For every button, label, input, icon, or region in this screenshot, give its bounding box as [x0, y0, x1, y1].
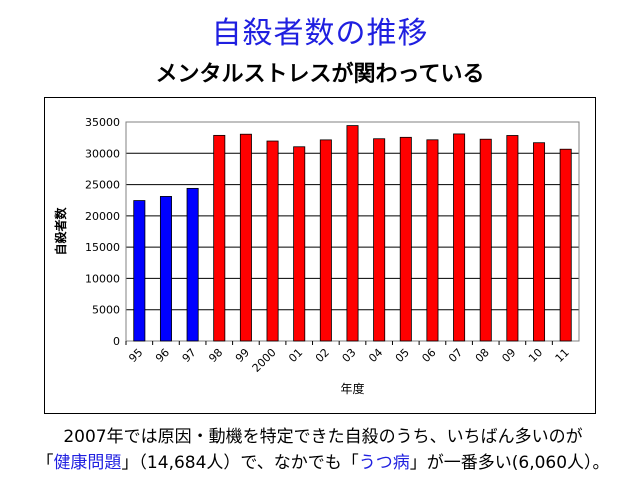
- x-axis-title: 年度: [340, 381, 364, 396]
- y-tick-label: 20000: [85, 210, 120, 223]
- y-axis-title: 自殺者数: [53, 207, 68, 256]
- x-tick-label: 03: [340, 346, 359, 365]
- bar: [559, 148, 572, 342]
- x-tick-label: 97: [180, 346, 199, 365]
- caption-end-text: 」が一番多い(6,060人）。: [409, 453, 610, 473]
- y-tick-label: 5000: [92, 304, 120, 317]
- x-tick-label: 10: [526, 346, 545, 365]
- y-tick-label: 30000: [85, 147, 120, 160]
- x-tick-label: 06: [419, 346, 438, 365]
- x-tick-label: 96: [153, 346, 172, 365]
- caption-open-bracket: 「: [36, 453, 54, 473]
- bar: [373, 138, 386, 342]
- bar: [239, 133, 252, 342]
- y-tick-label: 35000: [85, 116, 120, 129]
- caption-line-1: 2007年では原因・動機を特定できた自殺のうち、いちばん多いのが: [63, 427, 583, 447]
- caption-middle-text: 」（14,684人）で、なかでも「: [121, 453, 359, 473]
- bar: [453, 133, 466, 342]
- caption-highlight-depression: うつ病: [358, 453, 410, 473]
- x-tick-label: 05: [393, 346, 412, 365]
- x-tick-label: 09: [499, 346, 518, 365]
- bar: [533, 142, 546, 342]
- y-tick-label: 15000: [85, 241, 120, 254]
- bar: [506, 135, 519, 342]
- bar-chart: 0 5000 10000 15000 20000 25000 30000 35000 95 96 9…: [53, 116, 580, 396]
- x-tick-label: 98: [206, 346, 225, 365]
- caption-highlight-health: 健康問題: [53, 453, 122, 473]
- caption-line-2: 「健康問題」（14,684人）で、なかでも「うつ病」が一番多い(6,060人）。: [18, 450, 628, 476]
- x-tick-label: 08: [473, 346, 492, 365]
- bar: [293, 146, 306, 342]
- bar: [479, 138, 492, 342]
- y-tick-label: 10000: [85, 272, 120, 285]
- y-tick-label: 25000: [85, 179, 120, 192]
- bar: [266, 140, 279, 342]
- bar: [346, 125, 359, 342]
- x-tick-label: 04: [366, 346, 385, 365]
- x-tick-label: 11: [553, 346, 572, 365]
- x-tick-label: 2000: [250, 346, 279, 375]
- x-tick-label: 95: [126, 346, 145, 365]
- bar: [426, 139, 439, 342]
- slide-title: 自殺者数の推移: [211, 16, 429, 51]
- x-tick-label: 99: [233, 346, 252, 365]
- bar: [213, 134, 226, 342]
- slide-subtitle: メンタルストレスが関わっている: [155, 62, 485, 87]
- x-tick-label: 02: [313, 346, 332, 365]
- x-tick-label: 01: [286, 346, 305, 365]
- x-tick-label: 07: [446, 346, 465, 365]
- chart-frame: 0 5000 10000 15000 20000 25000 30000 35000 95 96 9…: [44, 97, 596, 414]
- slide-caption: 2007年では原因・動機を特定できた自殺のうち、いちばん多いのが 「健康問題」（…: [18, 424, 628, 476]
- bar: [186, 187, 199, 342]
- y-tick-label: 0: [113, 335, 120, 348]
- bar: [159, 196, 172, 342]
- bar: [133, 200, 146, 342]
- bar: [319, 139, 332, 342]
- bar: [399, 136, 412, 342]
